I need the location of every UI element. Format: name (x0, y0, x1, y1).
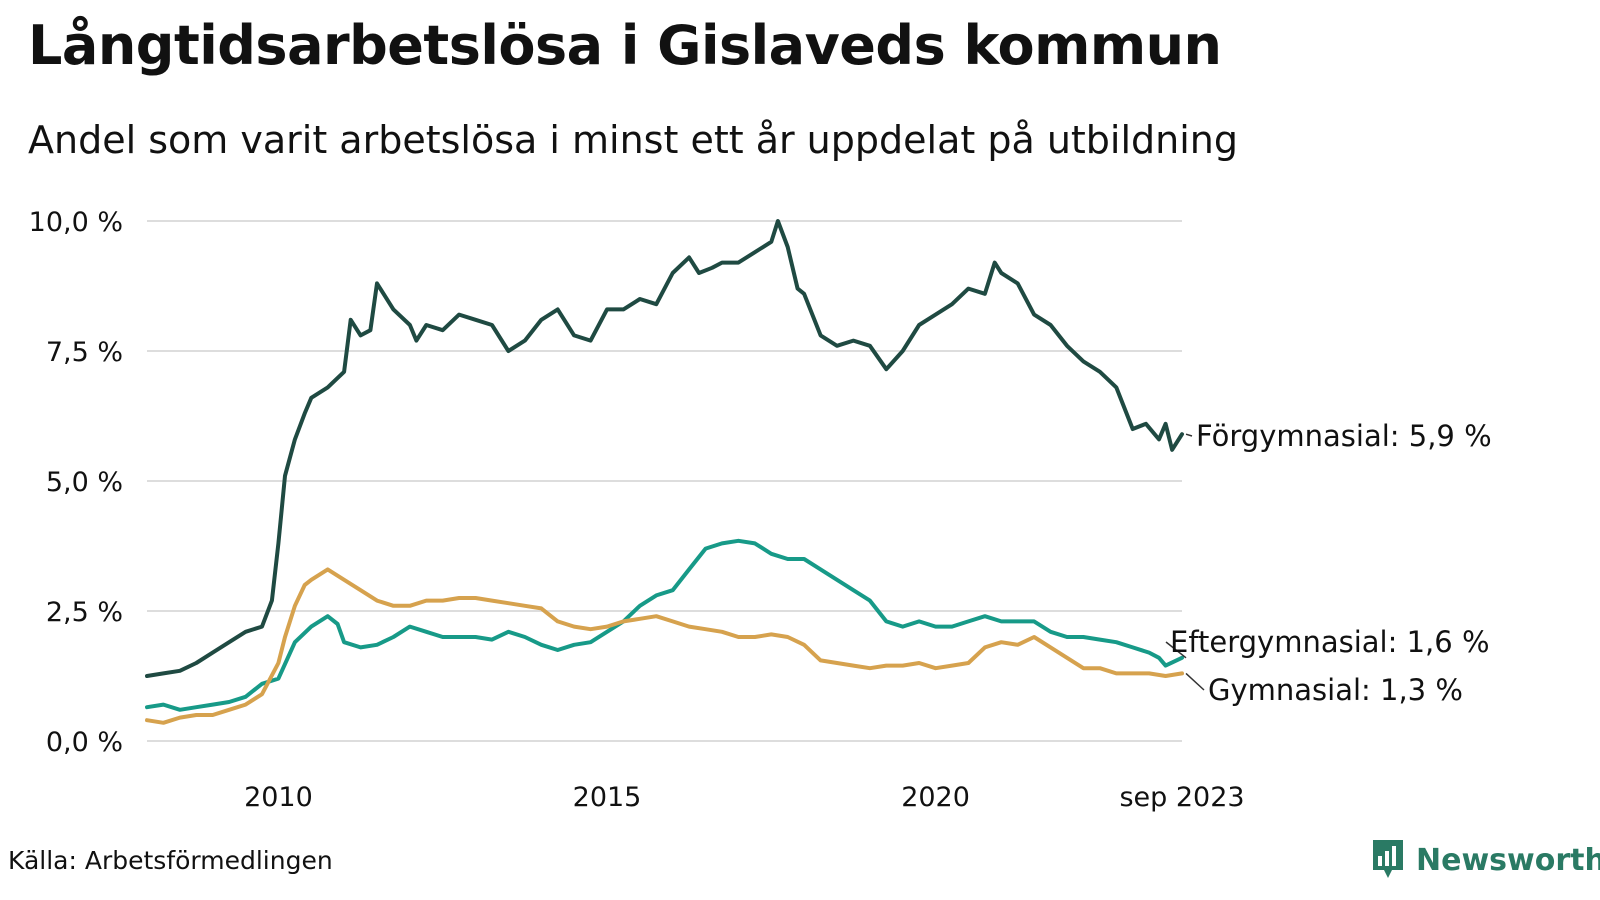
label-connector (1185, 672, 1205, 691)
gridlines (147, 220, 1182, 742)
x-axis-ticks: 2010 2015 2020 sep 2023 (244, 782, 1244, 813)
y-tick-label: 7,5 % (46, 337, 123, 368)
end-label-eftergymnasial: Eftergymnasial: 1,6 % (1170, 625, 1490, 659)
chart-subtitle: Andel som varit arbetslösa i minst ett å… (28, 118, 1239, 162)
series-line-eftergymnasial (145, 538, 1184, 712)
x-tick-label: 2015 (573, 782, 642, 813)
y-tick-label: 5,0 % (46, 467, 123, 498)
x-tick-label: 2010 (244, 782, 313, 813)
series-line-gymnasial (145, 567, 1184, 725)
source-note: Källa: Arbetsförmedlingen (8, 846, 333, 875)
chart-title: Långtidsarbetslösa i Gislaveds kommun (28, 14, 1222, 77)
series-lines (145, 219, 1184, 725)
end-label-förgymnasial: Förgymnasial: 5,9 % (1196, 419, 1492, 453)
bar-chart-icon (1373, 840, 1403, 878)
brand-name: Newsworthy (1416, 842, 1600, 878)
label-connector (1165, 641, 1187, 659)
y-axis-ticks: 0,0 % 2,5 % 5,0 % 7,5 % 10,0 % (29, 207, 123, 758)
brand-logo[interactable]: Newsworthy (1370, 838, 1600, 882)
x-tick-label: sep 2023 (1119, 782, 1244, 813)
y-tick-label: 10,0 % (29, 207, 123, 238)
x-tick-label: 2020 (901, 782, 970, 813)
label-connector (1185, 433, 1193, 437)
end-labels: Förgymnasial: 5,9 % Eftergymnasial: 1,6 %… (1165, 419, 1492, 707)
end-label-gymnasial: Gymnasial: 1,3 % (1208, 673, 1463, 707)
series-line-förgymnasial (145, 219, 1184, 678)
y-tick-label: 0,0 % (46, 727, 123, 758)
y-tick-label: 2,5 % (46, 597, 123, 628)
